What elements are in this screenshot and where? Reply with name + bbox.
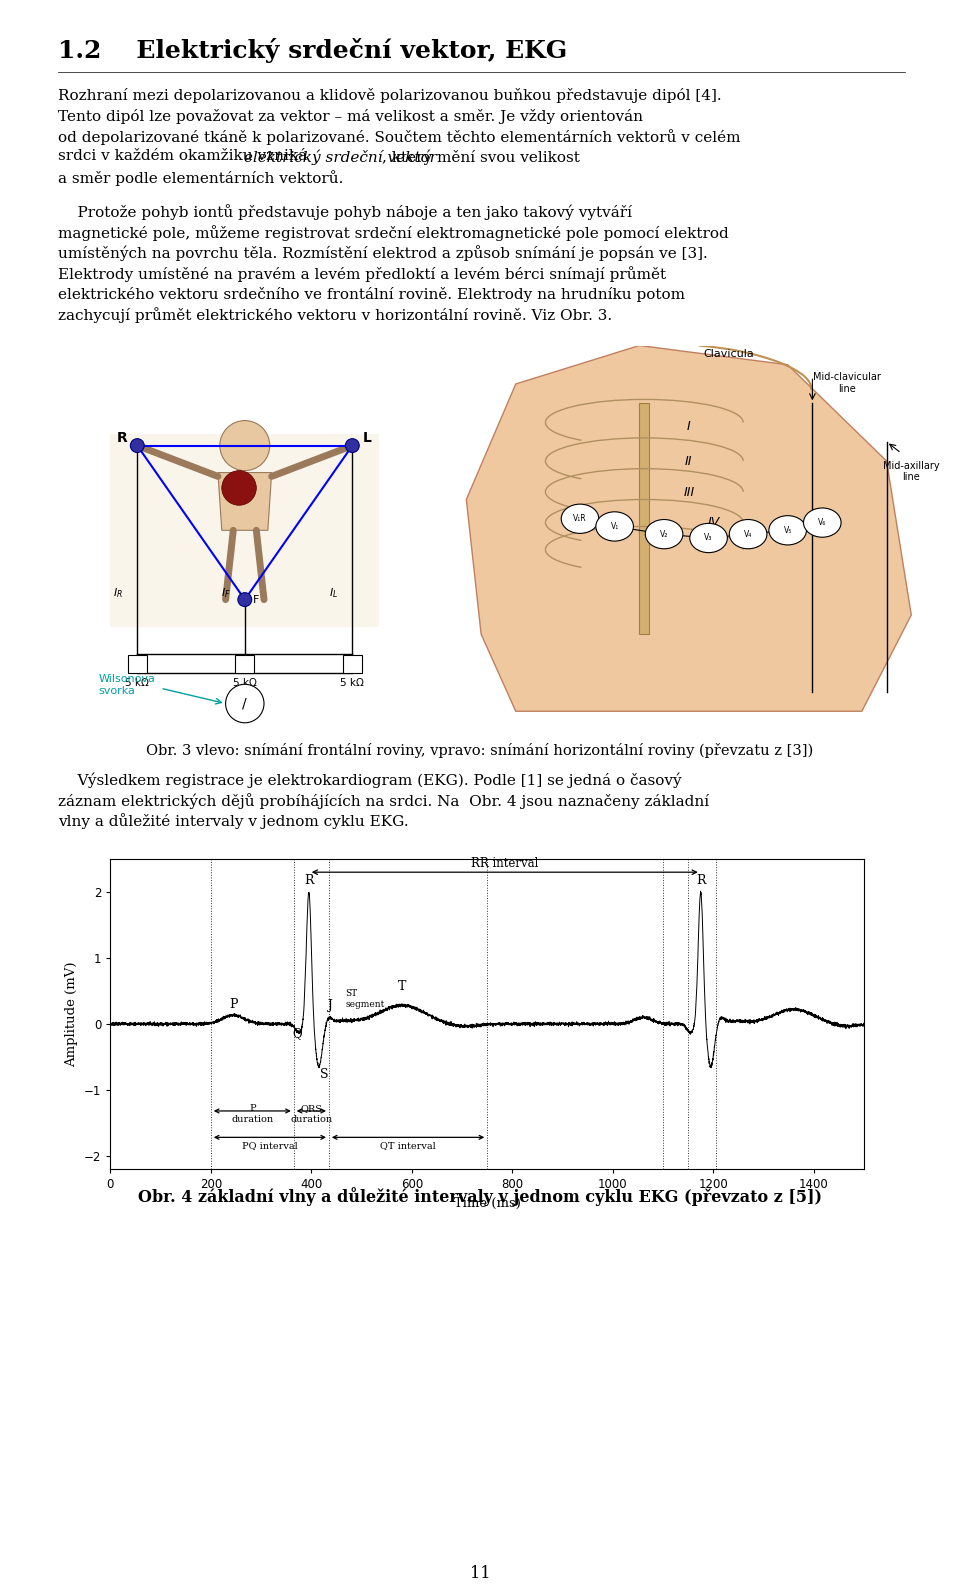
Y-axis label: Amplitude (mV): Amplitude (mV) [65, 961, 79, 1067]
Text: elektrického vektoru srdečního ve frontální rovině. Elektrody na hrudníku potom: elektrického vektoru srdečního ve frontá… [58, 287, 685, 301]
Text: Q: Q [293, 1027, 302, 1040]
Circle shape [645, 519, 683, 548]
Text: vlny a důležité intervaly v jednom cyklu EKG.: vlny a důležité intervaly v jednom cyklu… [58, 814, 409, 830]
Text: III: III [684, 486, 694, 499]
Circle shape [220, 421, 270, 470]
Text: , který mění svou velikost: , který mění svou velikost [382, 150, 580, 166]
Text: Clavicula: Clavicula [703, 349, 754, 358]
Text: V₆: V₆ [818, 518, 827, 527]
Text: $I_R$: $I_R$ [113, 586, 123, 599]
Text: QT interval: QT interval [380, 1141, 436, 1150]
Bar [128, 655, 147, 672]
Text: V₁: V₁ [611, 523, 619, 530]
Polygon shape [110, 433, 379, 626]
Circle shape [596, 511, 634, 542]
Text: Obr. 3 vlevo: snímání frontální roviny, vpravo: snímání horizontální roviny (pře: Obr. 3 vlevo: snímání frontální roviny, … [146, 742, 814, 758]
Circle shape [222, 470, 256, 505]
Text: Protože pohyb iontů představuje pohyb náboje a ten jako takový vytváří: Protože pohyb iontů představuje pohyb ná… [58, 204, 632, 220]
Circle shape [690, 524, 728, 553]
Text: RR interval: RR interval [471, 857, 539, 870]
Text: V₁R: V₁R [573, 515, 587, 523]
Text: IV: IV [708, 516, 720, 529]
Text: Tento dipól lze považovat za vektor – má velikost a směr. Je vždy orientován: Tento dipól lze považovat za vektor – má… [58, 108, 643, 124]
Text: a směr podle elementárních vektorů.: a směr podle elementárních vektorů. [58, 170, 344, 186]
Text: T: T [397, 980, 406, 992]
Bar [343, 655, 362, 672]
Text: V₅: V₅ [783, 526, 792, 535]
Text: Wilsonova
svorka: Wilsonova svorka [99, 674, 156, 696]
Text: F: F [253, 596, 259, 605]
Polygon shape [467, 346, 911, 710]
Polygon shape [639, 403, 649, 634]
Text: J: J [328, 999, 333, 1013]
Circle shape [562, 503, 599, 534]
Text: srdci v každém okamžiku vzniká: srdci v každém okamžiku vzniká [58, 150, 312, 164]
Circle shape [804, 508, 841, 537]
Text: PQ interval: PQ interval [242, 1141, 298, 1150]
Text: záznam elektrických dějů probíhájících na srdci. Na  Obr. 4 jsou naznačeny zákla: záznam elektrických dějů probíhájících n… [58, 793, 709, 809]
Text: Výsledkem registrace je elektrokardiogram (EKG). Podle [1] se jedná o časový: Výsledkem registrace je elektrokardiogra… [58, 773, 682, 789]
Text: ST
segment: ST segment [346, 989, 385, 1008]
Text: V₂: V₂ [660, 529, 668, 538]
Text: 5 kΩ: 5 kΩ [233, 679, 256, 688]
Text: 1.2    Elektrický srdeční vektor, EKG: 1.2 Elektrický srdeční vektor, EKG [58, 38, 567, 64]
Circle shape [769, 516, 806, 545]
Circle shape [131, 438, 144, 452]
Text: Mid-clavicular
line: Mid-clavicular line [813, 373, 881, 393]
Text: Elektrody umístěné na pravém a levém předloktí a levém bérci snímají průmět: Elektrody umístěné na pravém a levém pře… [58, 266, 666, 282]
Circle shape [730, 519, 767, 548]
Text: V₄: V₄ [744, 529, 753, 538]
Text: V₃: V₃ [705, 534, 712, 543]
Text: 5 kΩ: 5 kΩ [341, 679, 364, 688]
Text: Obr. 4 základní vlny a důležité intervaly v jednom cyklu EKG (převzato z [5]): Obr. 4 základní vlny a důležité interval… [138, 1187, 822, 1206]
X-axis label: Time (ms): Time (ms) [454, 1196, 520, 1209]
Text: P: P [229, 999, 238, 1012]
Text: $I_F$: $I_F$ [221, 586, 230, 599]
Text: 5 kΩ: 5 kΩ [126, 679, 149, 688]
Text: R: R [696, 875, 706, 887]
Text: od depolarizované tkáně k polarizované. Součtem těchto elementárních vektorů v c: od depolarizované tkáně k polarizované. … [58, 129, 740, 145]
Text: R: R [116, 430, 128, 444]
Polygon shape [218, 473, 272, 530]
Text: $I_L$: $I_L$ [328, 586, 338, 599]
Text: umístěných na povrchu těla. Rozmístění elektrod a způsob snímání je popsán ve [3: umístěných na povrchu těla. Rozmístění e… [58, 245, 708, 261]
Text: /: / [243, 696, 247, 710]
Bar [235, 655, 254, 672]
Circle shape [226, 685, 264, 723]
Text: zachycují průmět elektrického vektoru v horizontální rovině. Viz Obr. 3.: zachycují průmět elektrického vektoru v … [58, 307, 612, 323]
Text: L: L [363, 430, 372, 444]
Text: magnetické pole, můžeme registrovat srdeční elektromagnetické pole pomocí elektr: magnetické pole, můžeme registrovat srde… [58, 225, 729, 241]
Circle shape [346, 438, 359, 452]
Text: II: II [685, 456, 692, 468]
Text: S: S [320, 1067, 328, 1082]
Circle shape [238, 593, 252, 607]
Text: 11: 11 [469, 1564, 491, 1582]
Text: R: R [304, 875, 314, 887]
Text: Rozhraní mezi depolarizovanou a klidově polarizovanou buňkou představuje dipól [: Rozhraní mezi depolarizovanou a klidově … [58, 88, 722, 104]
Text: elektrický srdeční vektor: elektrický srdeční vektor [239, 150, 437, 166]
Text: Mid-axillary
line: Mid-axillary line [883, 460, 940, 483]
Text: P
duration: P duration [231, 1104, 274, 1123]
Text: QRS
duration: QRS duration [290, 1104, 332, 1123]
Text: I: I [687, 421, 690, 433]
